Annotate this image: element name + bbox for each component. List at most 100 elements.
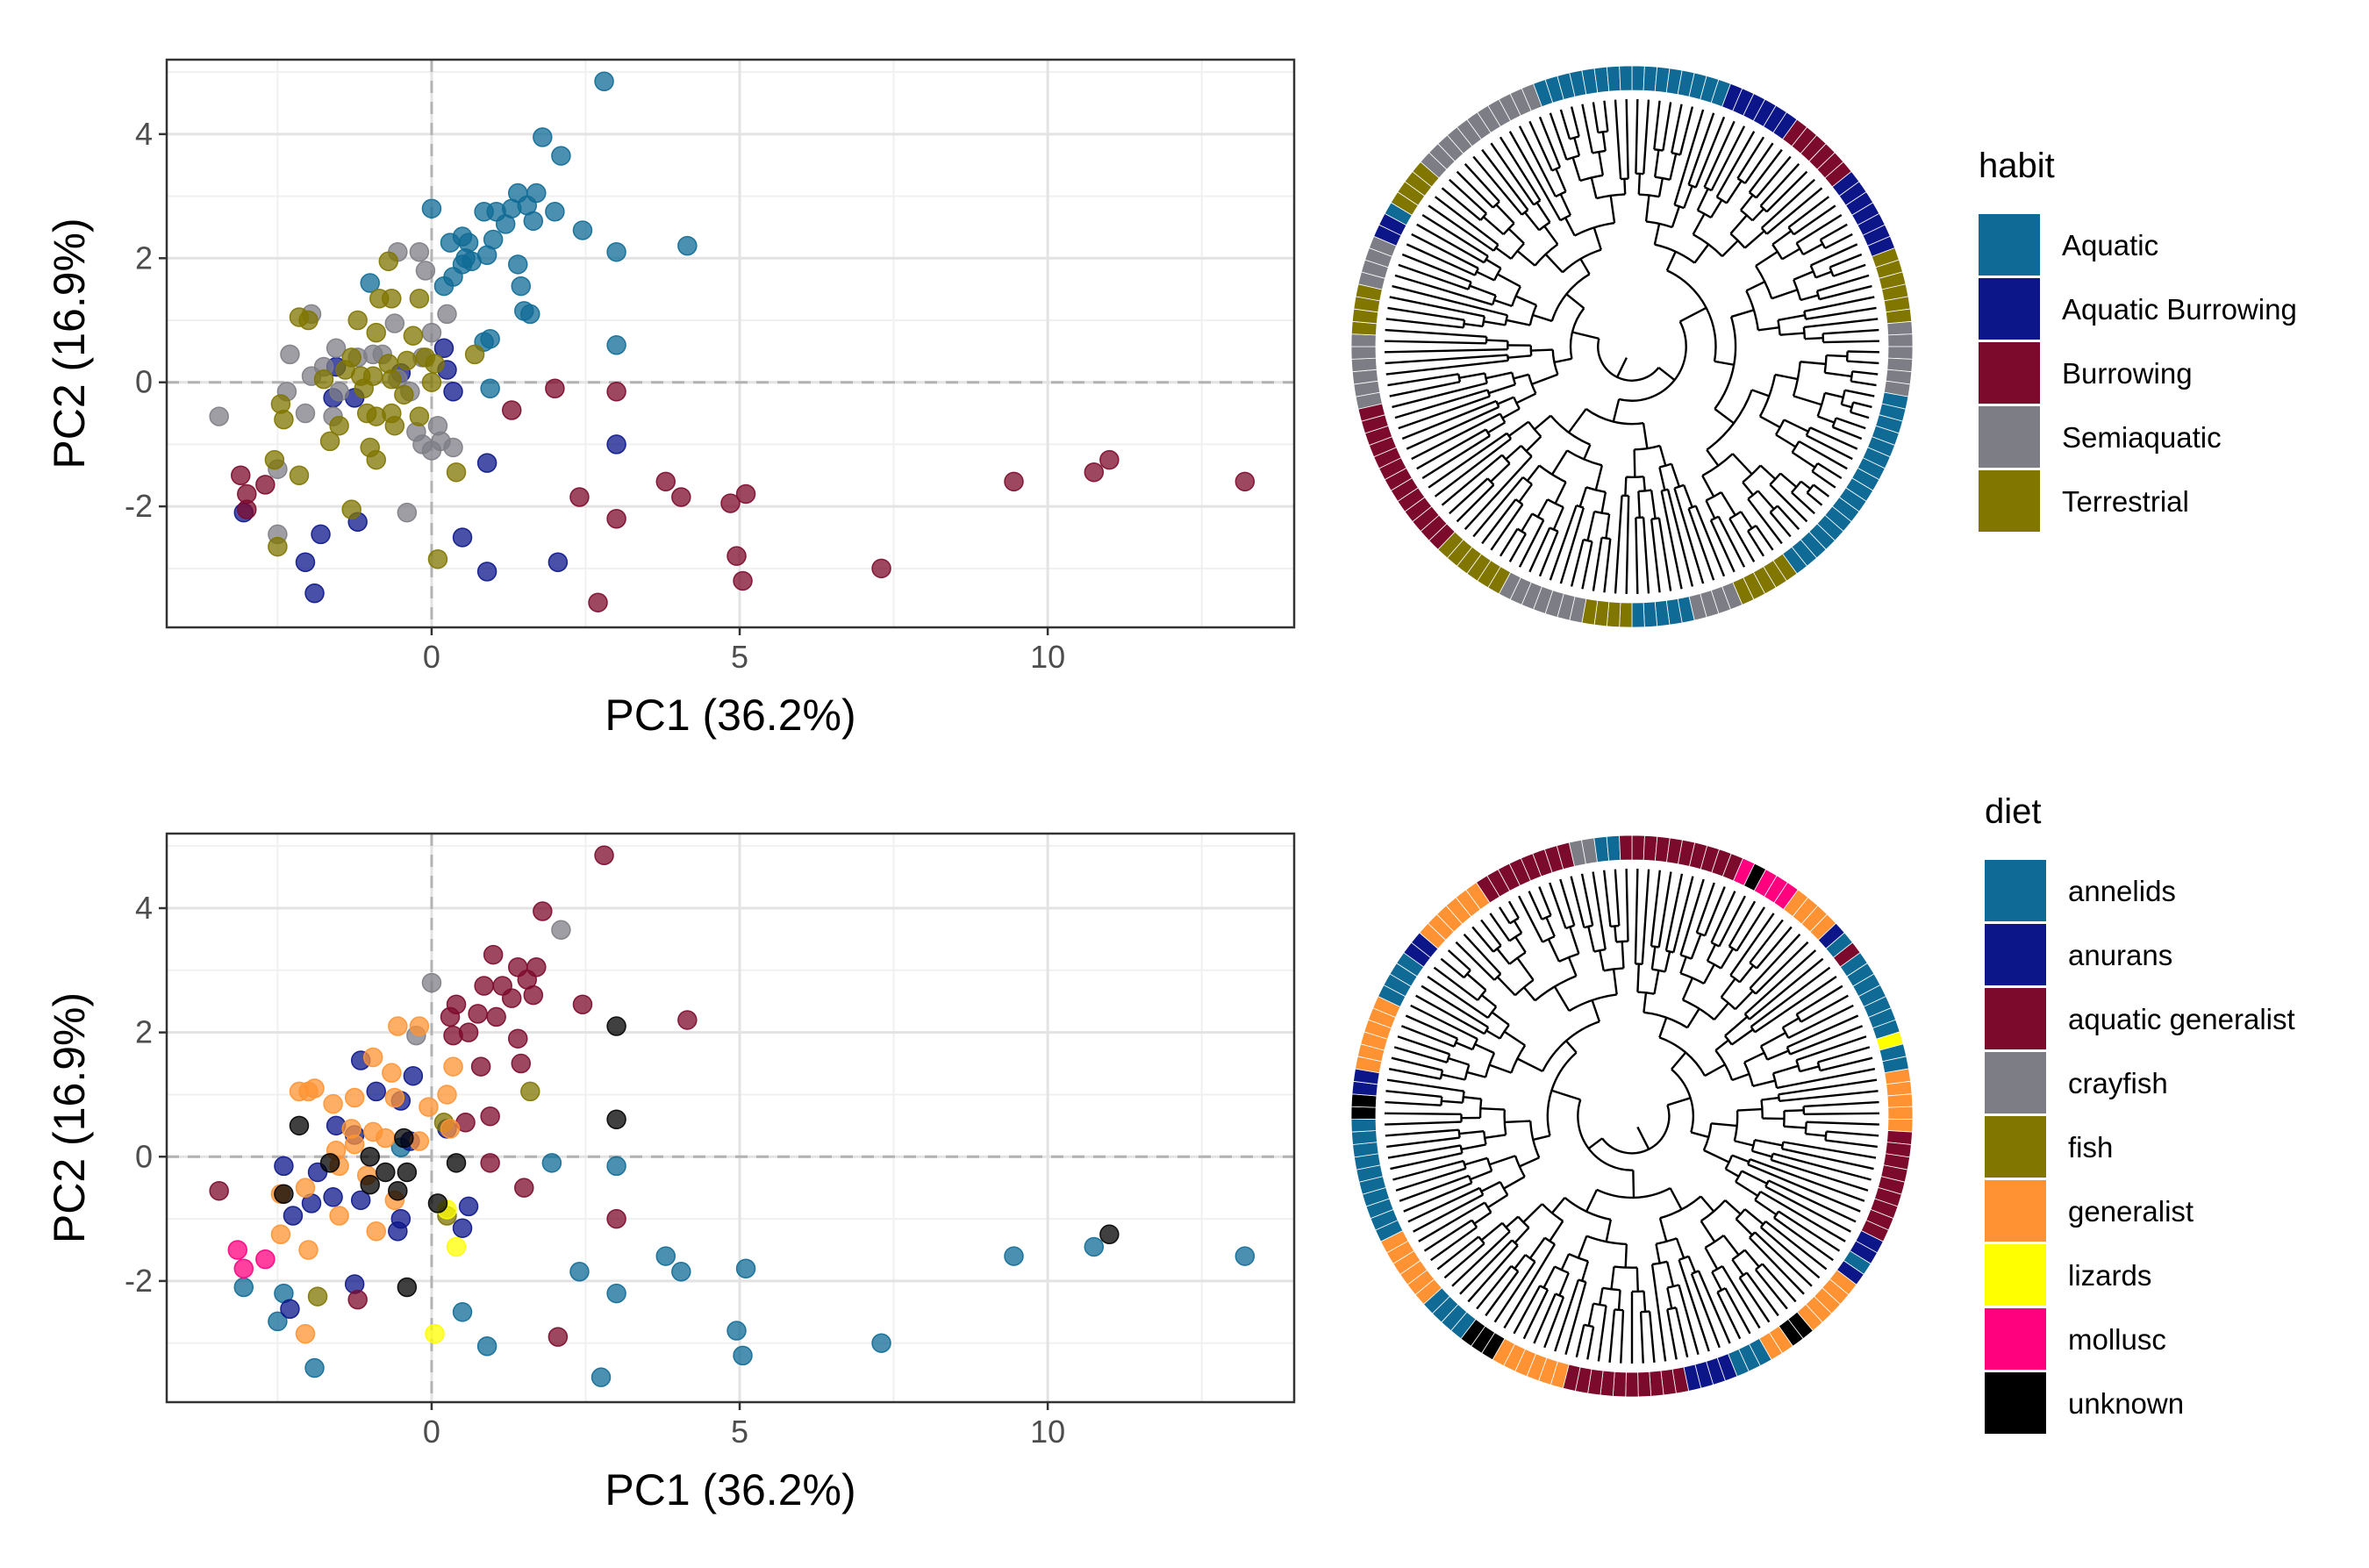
tree-branch [1518,125,1557,197]
tree-arc [1651,1260,1668,1266]
data-point [382,369,402,390]
legend-label: Aquatic [2062,229,2158,261]
data-point [298,1240,318,1260]
tree-arc [1579,174,1604,183]
tree-branch [1466,973,1487,992]
tree-branch [1610,1266,1615,1290]
tree-branch [1743,1249,1760,1268]
trait-ring-segment [1887,346,1914,360]
tree-branch [1760,1031,1786,1048]
tree-branch [1769,483,1808,523]
tree-branch [1434,196,1499,246]
tree-branch [1385,1121,1462,1126]
legend-swatch [1979,214,2040,276]
tree-branch [1687,112,1715,185]
data-point [437,304,457,325]
tree-branch [1545,917,1556,937]
data-point [255,475,276,495]
data-point [295,552,316,573]
trait-ring-segment [1631,65,1645,91]
tree-branch [1466,1070,1486,1078]
data-point [492,976,512,996]
tree-branch [1401,399,1497,440]
tree-arc [1655,175,1671,181]
tree-arc [1484,1201,1492,1214]
tree-branch [1810,243,1858,267]
tree-branch [1505,444,1522,461]
tree-branch [1671,205,1681,228]
tree-branch [1590,177,1598,199]
tree-branch [1729,913,1775,977]
trait-ring-segment [1606,65,1621,92]
tree-arc [1478,1187,1485,1196]
tree-branch [1692,213,1706,235]
tree-branch [1394,274,1493,306]
data-point [523,984,544,1006]
data-point [655,1246,676,1266]
tree-branch [1398,395,1491,430]
tree-branch [1515,392,1536,405]
tree-branch [1499,528,1519,557]
tree-arc [1667,1307,1677,1311]
data-point [268,536,288,557]
tree-branch [1671,1051,1687,1070]
legend-swatch [1979,342,2040,404]
tree-branch [1385,359,1509,376]
tree-branch [1852,401,1872,409]
tree-arc [1815,290,1821,300]
data-point [452,527,473,548]
tree-branch [1761,1096,1779,1101]
data-point [397,1162,418,1183]
tree-branch [1405,1014,1458,1040]
series-terrestrial [264,251,485,569]
data-point [289,465,310,486]
data-point [474,976,494,996]
tree-branch [1729,214,1748,235]
tree-branch [1803,1112,1879,1115]
tree-arc [1486,477,1495,486]
tree-branch [1508,533,1527,562]
tree-branch [1625,99,1629,179]
tree-branch [1799,1065,1820,1073]
tree-branch [1749,1236,1805,1295]
data-point [319,431,340,452]
tree-branch [1528,526,1551,573]
tree-branch [1597,1305,1607,1362]
data-point [280,1299,300,1320]
tree-branch [1413,1193,1484,1233]
tree-arc [1651,968,1666,973]
legend-swatch [1985,1116,2046,1178]
tree-branch [1731,1258,1744,1277]
tree-branch [1522,1203,1543,1223]
tree-branch [1407,1186,1480,1223]
tree-branch [1458,1130,1485,1135]
tree-branch [1683,484,1693,508]
tree-branch [1653,970,1660,994]
tree-branch [1564,217,1576,237]
tree-branch [1777,505,1800,530]
legend-label: Burrowing [2062,357,2193,390]
tree-branch [1491,1011,1510,1026]
tree-branch [1487,1193,1508,1209]
legend-label: unknown [2068,1387,2184,1420]
data-point [344,1087,365,1108]
tree-arc [1678,1255,1690,1261]
data-point [501,400,522,420]
y-tick-label: 2 [135,1014,153,1050]
tree-branch [1819,284,1872,301]
tree-branch [1778,1210,1841,1252]
tree-branch [1394,389,1488,419]
data-point [594,71,614,91]
tree-branch [1487,421,1506,434]
tree-branch [1549,1220,1564,1242]
tree-branch [1617,1290,1621,1310]
data-point [304,1357,325,1378]
tree-branch [1464,1156,1488,1166]
tree-arc [1511,286,1521,307]
tree-branch [1635,99,1639,174]
tree-branch [1470,1170,1492,1181]
trait-ring-segment [1625,1371,1639,1398]
tree-branch [1634,869,1639,964]
tree-branch [1757,326,1779,332]
tree-branch [1434,438,1512,498]
